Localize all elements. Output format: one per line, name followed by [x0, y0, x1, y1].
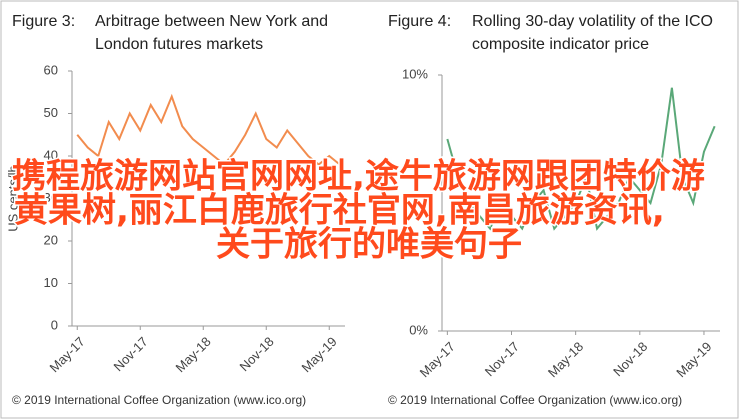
- x-tick-label: May-19: [299, 334, 340, 375]
- y-axis-label: US cents/lb: [5, 165, 20, 231]
- y-tick-label: 10: [44, 275, 58, 290]
- y-tick-label: 30: [44, 190, 58, 205]
- source-note: © 2019 International Coffee Organization…: [12, 393, 306, 407]
- y-tick-label: 10%: [402, 66, 428, 81]
- y-tick-label: 50: [44, 105, 58, 120]
- x-tick-label: May-17: [47, 334, 88, 375]
- y-tick-label: 60: [44, 62, 58, 77]
- x-tick-label: Nov-18: [610, 339, 650, 379]
- chart-title: composite indicator price: [472, 36, 649, 53]
- x-tick-label: May-18: [173, 334, 214, 375]
- x-tick-label: Nov-17: [111, 334, 151, 374]
- overlay-text: 黄果树,丽江白鹿旅行社官网,南昌旅游资讯,: [14, 191, 665, 231]
- figure-label: Figure 3:: [12, 13, 75, 30]
- data-line: [76, 93, 341, 166]
- overlay-text: 关于旅行的唯美句子: [216, 225, 522, 265]
- figure-label: Figure 4:: [388, 13, 451, 30]
- y-tick-label: 0%: [409, 322, 428, 337]
- y-tick-label: 40: [44, 147, 58, 162]
- source-note: © 2019 International Coffee Organization…: [388, 393, 682, 407]
- x-tick-label: Nov-18: [237, 334, 277, 374]
- data-line: [446, 87, 716, 231]
- x-tick-label: May-17: [417, 339, 458, 380]
- y-tick-label: 0: [51, 317, 58, 332]
- x-tick-label: May-18: [545, 339, 586, 380]
- y-tick-label: 20: [44, 232, 58, 247]
- x-tick-label: Nov-17: [482, 339, 522, 379]
- overlay-text: 携程旅游网站官网网址,途牛旅游网跟团特价游: [12, 157, 705, 197]
- chart-title: London futures markets: [95, 36, 263, 53]
- x-tick-label: May-19: [673, 339, 714, 380]
- chart-title: Arbitrage between New York and: [95, 13, 328, 30]
- chart-title: Rolling 30-day volatility of the ICO: [472, 13, 713, 30]
